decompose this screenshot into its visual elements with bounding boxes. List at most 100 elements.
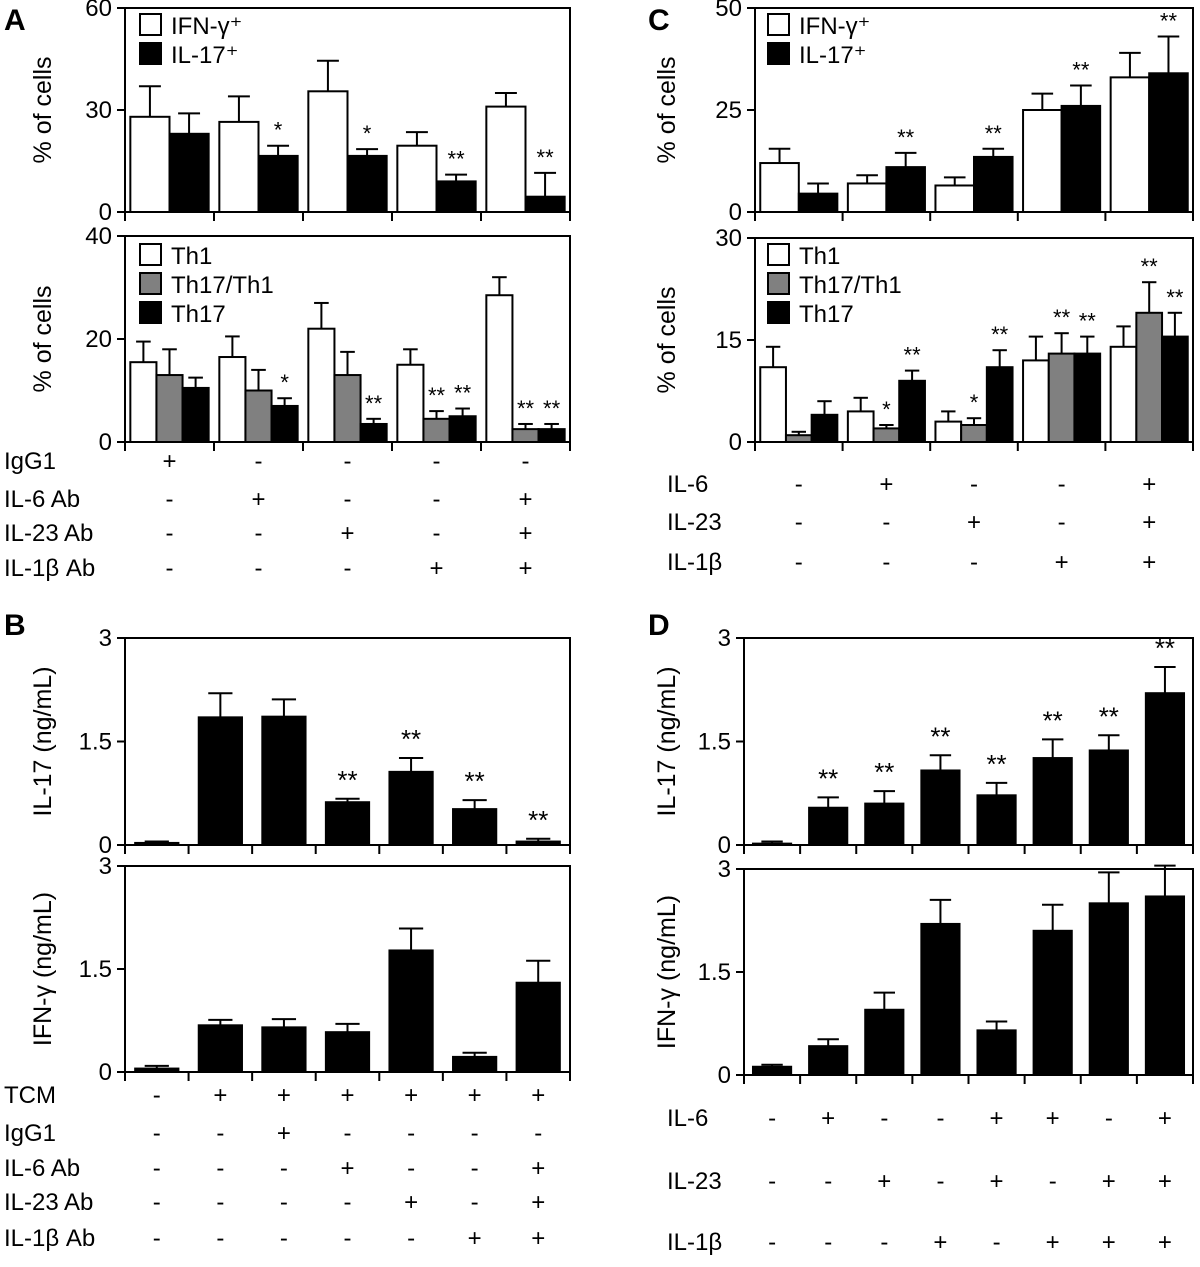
condition-sign: - (280, 1189, 288, 1216)
bar (759, 162, 800, 213)
bar (129, 361, 158, 443)
condition-sign: - (153, 1225, 161, 1252)
significance-label: * (280, 370, 289, 395)
panel-letter-d: D (648, 609, 670, 642)
bar (976, 794, 1017, 847)
significance-label: ** (1099, 701, 1119, 731)
condition-sign: + (518, 486, 532, 513)
bar (359, 422, 388, 444)
bar (218, 356, 247, 443)
condition-sign: - (534, 1120, 542, 1147)
bar (388, 770, 434, 846)
bar (448, 415, 477, 443)
condition-sign: + (340, 520, 354, 547)
condition-sign: - (344, 555, 352, 582)
bar (1088, 749, 1129, 846)
bar (784, 434, 813, 444)
condition-sign: - (216, 1155, 224, 1182)
significance-label: ** (1155, 633, 1175, 663)
bar (885, 166, 926, 213)
bar (515, 840, 561, 846)
condition-sign: + (879, 471, 893, 498)
legend-label: Th17/Th1 (799, 272, 902, 299)
bar (1109, 345, 1138, 443)
legend-label: Th1 (799, 243, 840, 270)
condition-label: IL-6 Ab (4, 1155, 80, 1182)
bar (751, 842, 793, 846)
condition-sign: - (882, 549, 890, 576)
condition-sign: - (280, 1225, 288, 1252)
condition-label: IL-1β (667, 1229, 722, 1256)
conditions-d: IL-6 - + - - + + - + IL-23 - - + - + - + + IL-1β - - - + - + + + (667, 1105, 1172, 1256)
bar (1022, 359, 1050, 443)
conditions-b: TCM - + + + + + + IgG1 - - + - - - - IL-6 Ab - - - + - - + IL-23… (4, 1082, 545, 1252)
panel-letter-a: A (4, 4, 26, 37)
y-axis-label: % of cells (653, 287, 681, 394)
condition-sign: + (468, 1225, 482, 1252)
condition-sign: - (795, 509, 803, 536)
condition-sign: + (518, 520, 532, 547)
bar (808, 806, 849, 846)
bar (511, 428, 540, 443)
condition-label: IgG1 (4, 448, 56, 475)
condition-sign: + (1142, 549, 1156, 576)
bar (808, 1045, 849, 1077)
y-axis-label: % of cells (29, 286, 57, 393)
bar (485, 105, 527, 213)
condition-sign: - (166, 555, 174, 582)
y-tick-label: 0 (99, 1059, 112, 1086)
condition-sign: - (407, 1155, 415, 1182)
condition-sign: + (1102, 1168, 1116, 1195)
condition-sign: + (990, 1105, 1004, 1132)
bar (435, 180, 477, 213)
significance-label: ** (930, 721, 950, 751)
bar (1060, 104, 1102, 213)
condition-sign: - (824, 1229, 832, 1256)
significance-label: ** (428, 383, 446, 408)
y-tick-label: 15 (715, 327, 742, 354)
significance-label: ** (897, 125, 915, 150)
bar (797, 192, 839, 213)
bar (257, 154, 299, 213)
condition-sign: - (522, 448, 530, 475)
bar (1047, 352, 1076, 444)
bar (134, 841, 180, 846)
significance-label: ** (528, 805, 548, 835)
y-tick-label: 50 (715, 0, 742, 22)
significance-label: ** (465, 766, 485, 796)
condition-sign: + (531, 1189, 545, 1216)
condition-sign: - (1058, 471, 1066, 498)
y-tick-label: 1.5 (79, 956, 112, 983)
condition-sign: - (936, 1168, 944, 1195)
bar (452, 808, 498, 846)
bar (934, 184, 975, 213)
condition-sign: + (1055, 549, 1069, 576)
legend-label: Th17 (171, 301, 226, 328)
bar (324, 801, 371, 846)
significance-label: ** (517, 396, 535, 421)
conditions-c: IL-6 - + - - + IL-23 - - + - + IL-1β - - - + + (667, 471, 1156, 576)
legend-swatch (139, 301, 162, 324)
bar (388, 949, 434, 1074)
y-axis-label: IL-17 (ng/mL) (653, 666, 681, 816)
significance-label: ** (1160, 9, 1178, 34)
significance-label: ** (537, 145, 555, 170)
bar (1022, 109, 1063, 213)
y-tick-label: 3 (718, 856, 731, 883)
condition-label: IgG1 (4, 1120, 56, 1147)
condition-label: IL-23 Ab (4, 520, 93, 547)
condition-sign: + (967, 509, 981, 536)
condition-sign: - (344, 1225, 352, 1252)
bar (1032, 929, 1073, 1076)
bar (846, 182, 888, 214)
condition-sign: - (216, 1120, 224, 1147)
chart-d-bottom: 0 1.5 3 IFN-γ (ng/mL) (653, 856, 1194, 1089)
bar (1135, 311, 1164, 443)
condition-sign: + (404, 1082, 418, 1109)
condition-sign: - (216, 1225, 224, 1252)
y-tick-label: 0 (729, 429, 742, 456)
